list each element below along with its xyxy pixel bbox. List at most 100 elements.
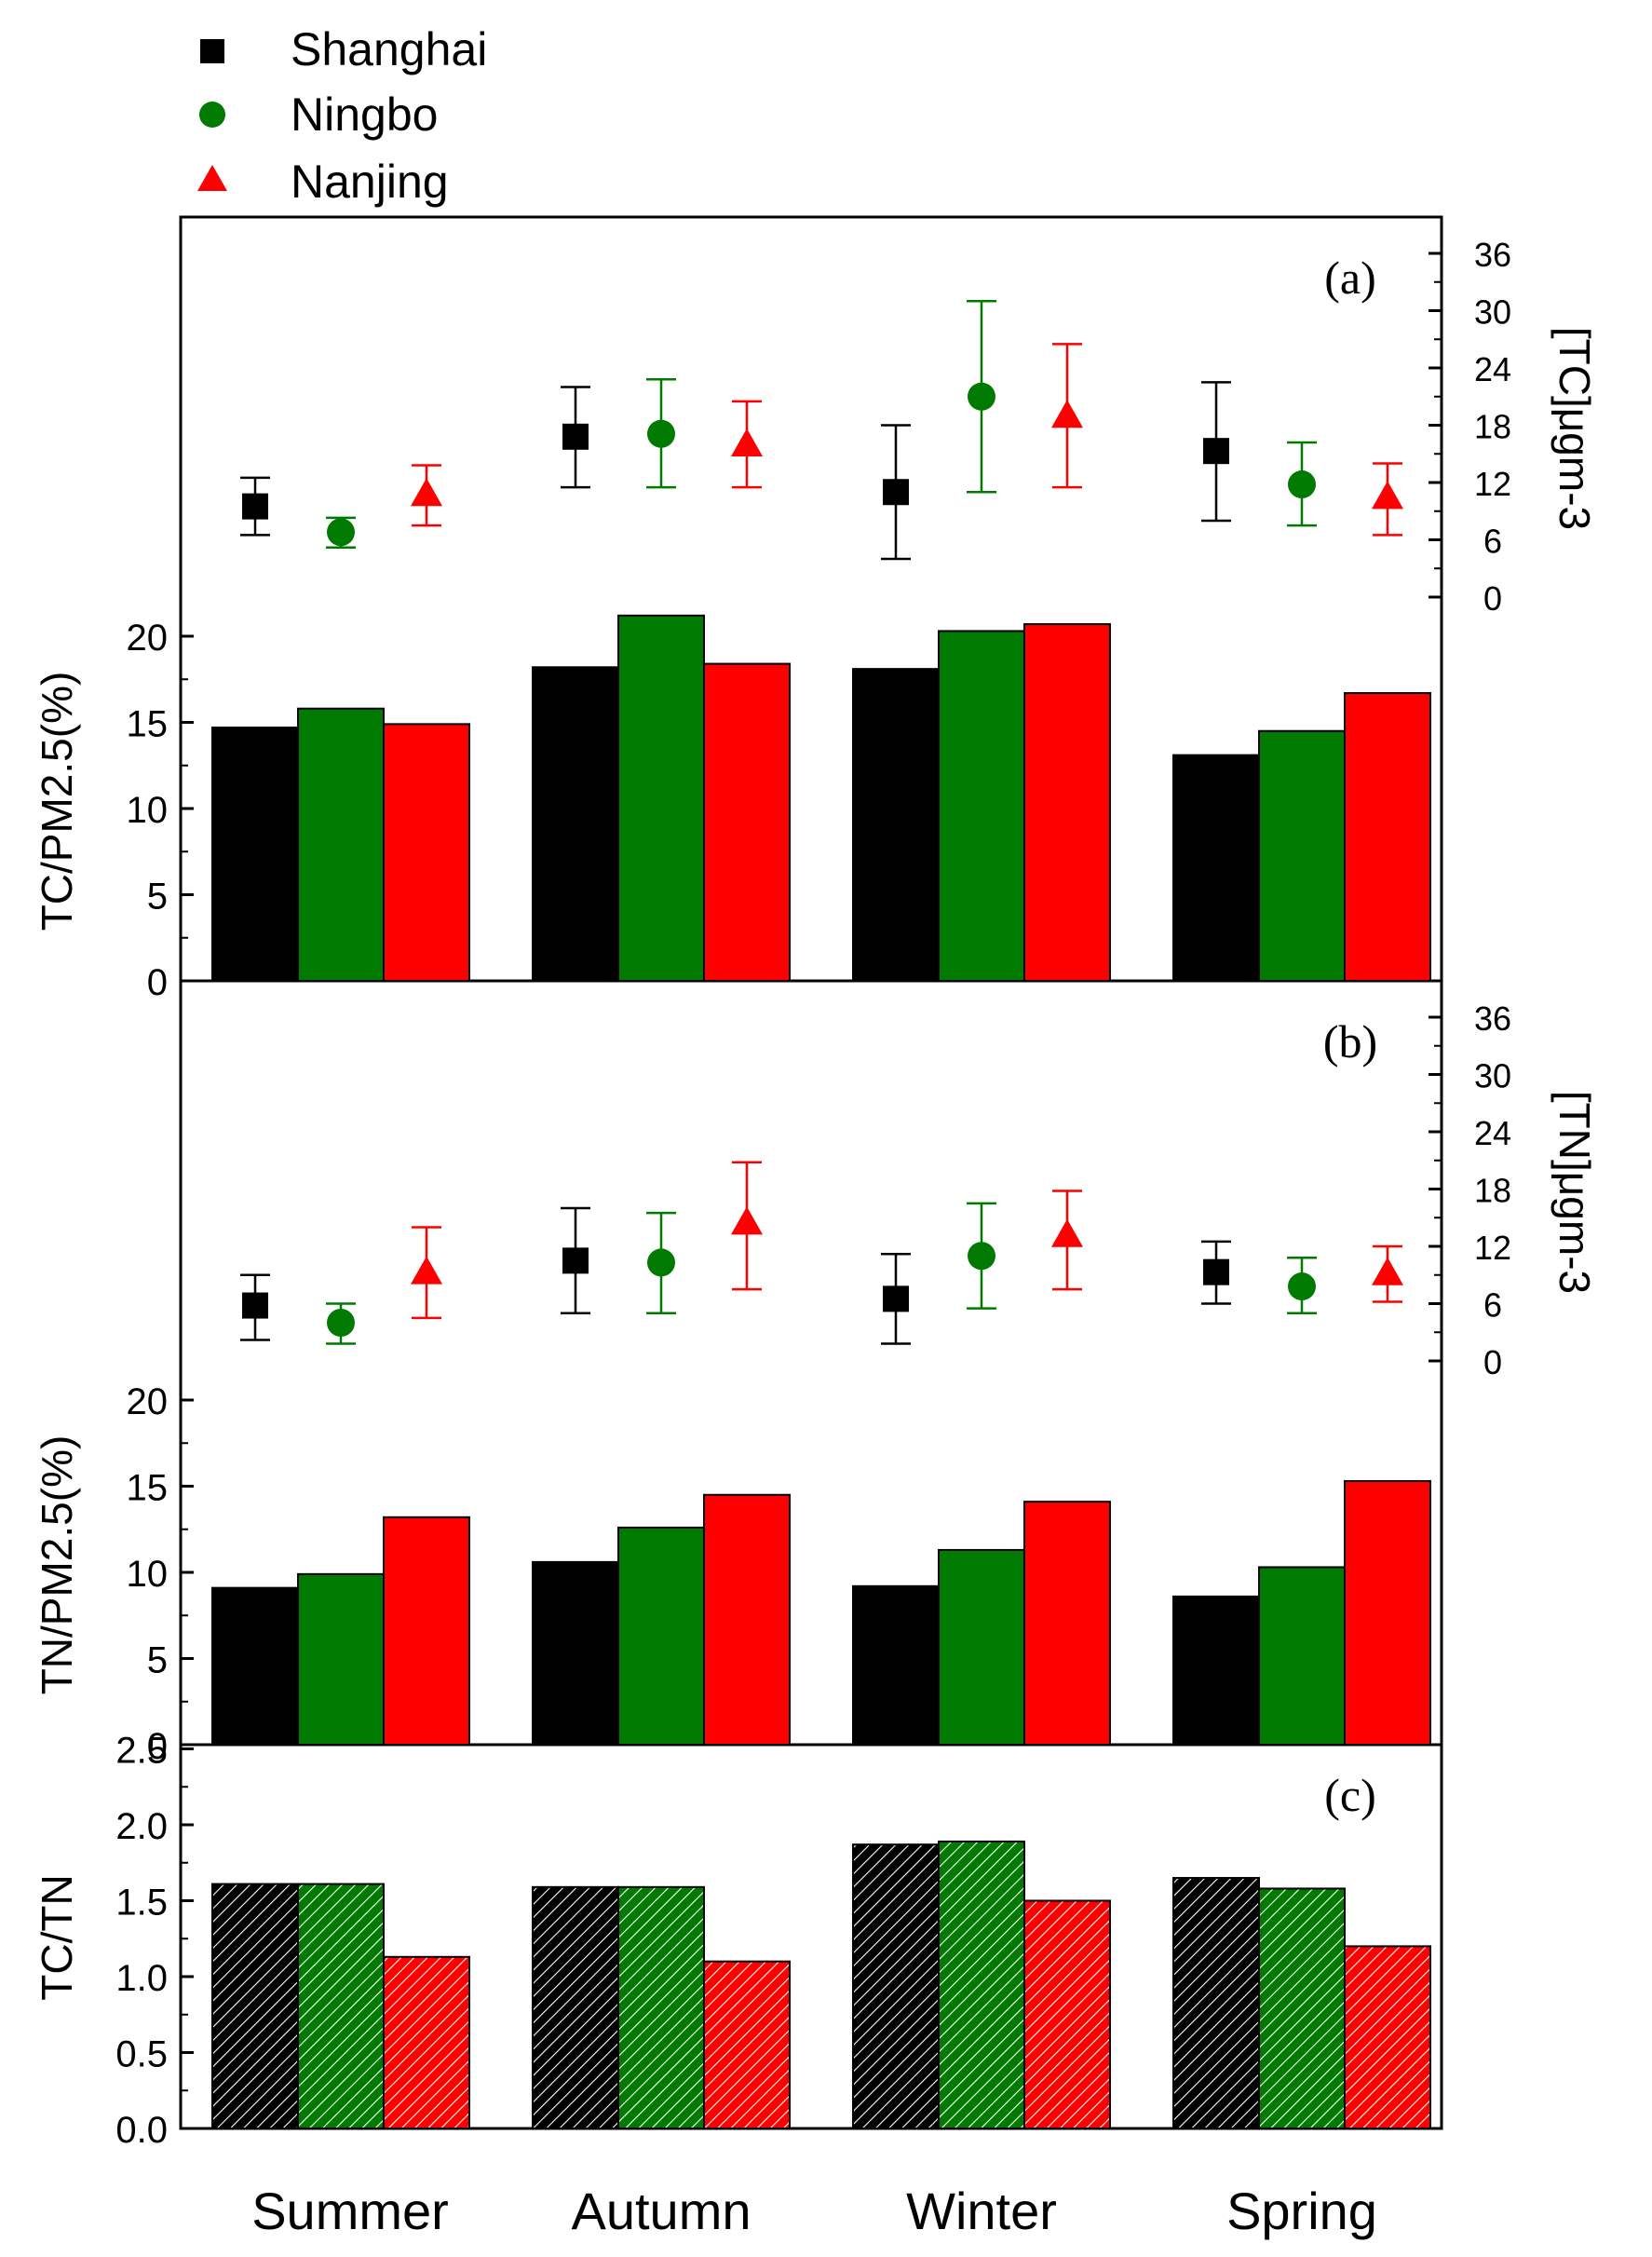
ytick-label-right-b: 30 xyxy=(1474,1057,1511,1095)
point-a-shanghai-spring xyxy=(1203,438,1229,465)
point-a-nanjing-winter xyxy=(1051,400,1083,428)
point-a-ningbo-winter xyxy=(968,382,995,411)
point-a-shanghai-winter xyxy=(883,479,909,506)
ytick-label-left-c: 0.5 xyxy=(115,2034,168,2075)
ytick-label-right-a: 36 xyxy=(1474,236,1511,274)
panel-b-points xyxy=(240,1161,1403,1345)
bar-c-shanghai-summer xyxy=(211,1883,299,2129)
panel-a-right-axis: 0 6 12 18 24 30 36 xyxy=(1429,236,1511,618)
bar-b-nanjing-winter xyxy=(1023,1501,1111,1747)
bar-c-nanjing-spring xyxy=(1344,1945,1431,2129)
point-b-nanjing-autumn xyxy=(731,1206,763,1235)
category-label-spring: Spring xyxy=(1226,2182,1377,2240)
panel-b-left-axis: 0 5 10 15 20 xyxy=(127,1381,194,1767)
ytick-label-right-a: 18 xyxy=(1474,408,1511,446)
panel-a-left-axis: 0 5 10 15 20 xyxy=(127,618,194,1003)
bar-c-nanjing-winter xyxy=(1023,1899,1111,2129)
ytick-label-left-b: 0 xyxy=(147,1726,168,1767)
category-label-summer: Summer xyxy=(251,2182,449,2240)
bar-a-shanghai-summer xyxy=(211,727,299,982)
bar-a-nanjing-spring xyxy=(1344,692,1431,982)
point-a-ningbo-autumn xyxy=(647,419,675,448)
panel-c-left-axis: 0.0 0.5 1.0 1.5 2.0 2.5 xyxy=(115,1731,194,2151)
ytick-label-left-b: 10 xyxy=(127,1554,169,1595)
point-b-shanghai-winter xyxy=(883,1285,909,1312)
point-a-shanghai-summer xyxy=(242,493,268,520)
bar-a-nanjing-autumn xyxy=(703,662,791,982)
bar-b-ningbo-spring xyxy=(1258,1566,1346,1746)
ytick-label-left-b: 20 xyxy=(127,1381,169,1422)
legend-label-nanjing: Nanjing xyxy=(291,156,449,208)
panel-a-points xyxy=(240,300,1403,561)
ytick-label-right-b: 12 xyxy=(1474,1229,1511,1267)
ytick-label-left-c: 2.0 xyxy=(115,1806,168,1847)
panel-b: 0 5 10 15 20 0 6 12 18 24 30 36 (b) TN/PM2.5(%) [T… xyxy=(33,999,1599,1767)
point-b-ningbo-spring xyxy=(1288,1272,1316,1301)
panel-b-bars xyxy=(211,1479,1431,1747)
bar-a-nanjing-winter xyxy=(1023,623,1111,982)
legend-marker-ningbo xyxy=(199,102,225,128)
bar-b-ningbo-summer xyxy=(297,1572,385,1746)
ytick-label-left-a: 10 xyxy=(127,790,169,831)
bar-b-nanjing-summer xyxy=(383,1516,470,1747)
bar-c-shanghai-autumn xyxy=(532,1885,619,2129)
panel-b-ylabel: TN/PM2.5(%) xyxy=(33,1435,81,1695)
bar-b-shanghai-spring xyxy=(1172,1595,1260,1747)
ytick-label-left-a: 20 xyxy=(127,618,169,659)
bar-b-ningbo-winter xyxy=(938,1548,1025,1746)
bar-a-shanghai-winter xyxy=(852,668,940,983)
panel-a-ylabel: TC/PM2.5(%) xyxy=(33,672,81,931)
bar-c-ningbo-autumn xyxy=(617,1885,705,2129)
legend-marker-shanghai xyxy=(200,39,224,63)
legend-label-ningbo: Ningbo xyxy=(291,88,438,141)
point-a-ningbo-spring xyxy=(1288,470,1316,499)
ytick-label-left-c: 1.5 xyxy=(115,1883,168,1924)
ytick-label-left-c: 0.0 xyxy=(115,2110,168,2151)
bar-b-nanjing-autumn xyxy=(703,1493,791,1746)
bar-c-nanjing-summer xyxy=(383,1955,470,2130)
ytick-label-right-b: 36 xyxy=(1474,999,1511,1038)
point-b-ningbo-summer xyxy=(327,1309,355,1337)
bar-c-ningbo-summer xyxy=(297,1883,385,2129)
bar-a-ningbo-summer xyxy=(297,707,385,982)
panel-b-ylabel-right: [TN]μgm-3 xyxy=(1550,1091,1599,1294)
ytick-label-right-b: 0 xyxy=(1483,1343,1502,1381)
panel-c-ylabel: TC/TN xyxy=(33,1874,81,2000)
panel-a: 0 5 10 15 20 0 6 12 18 24 30 36 (a) TC/PM2.5(%) [T… xyxy=(33,236,1599,1003)
ytick-label-right-a: 12 xyxy=(1474,465,1511,503)
point-b-nanjing-winter xyxy=(1051,1218,1083,1247)
ytick-label-left-c: 1.0 xyxy=(115,1958,168,1999)
ytick-label-left-a: 15 xyxy=(127,704,169,745)
point-b-nanjing-summer xyxy=(411,1256,442,1285)
point-b-nanjing-spring xyxy=(1372,1257,1403,1285)
ytick-label-right-a: 24 xyxy=(1474,350,1511,388)
panel-b-right-axis: 0 6 12 18 24 30 36 xyxy=(1429,999,1511,1381)
bar-b-nanjing-spring xyxy=(1344,1479,1431,1746)
ytick-label-left-c: 2.5 xyxy=(115,1731,168,1772)
point-a-shanghai-autumn xyxy=(562,423,589,450)
ytick-label-right-a: 6 xyxy=(1483,523,1502,561)
point-a-nanjing-autumn xyxy=(731,428,763,456)
bar-b-ningbo-autumn xyxy=(617,1526,705,1747)
point-b-shanghai-autumn xyxy=(562,1247,589,1274)
category-label-winter: Winter xyxy=(906,2182,1057,2240)
ytick-label-left-a: 0 xyxy=(147,962,168,1003)
panel-c-bars xyxy=(211,1840,1431,2130)
x-axis-categories: Summer Autumn Winter Spring xyxy=(251,2182,1377,2240)
bar-a-ningbo-autumn xyxy=(617,614,705,982)
panel-c-tag: (c) xyxy=(1324,1769,1376,1821)
point-a-ningbo-summer xyxy=(327,518,355,547)
point-a-nanjing-spring xyxy=(1372,481,1403,510)
bar-b-shanghai-summer xyxy=(211,1586,299,1747)
ytick-label-left-b: 5 xyxy=(147,1640,168,1681)
bar-c-ningbo-winter xyxy=(938,1840,1025,2130)
bar-a-ningbo-spring xyxy=(1258,729,1346,982)
panel-a-tag: (a) xyxy=(1324,252,1376,304)
panel-c: 0.0 0.5 1.0 1.5 2.0 2.5 (c) TC/TN xyxy=(33,1731,1431,2151)
bar-a-ningbo-winter xyxy=(938,630,1025,982)
ytick-label-right-b: 24 xyxy=(1474,1114,1511,1152)
panel-a-bars xyxy=(211,614,1431,983)
legend-label-shanghai: Shanghai xyxy=(291,23,487,75)
point-b-shanghai-spring xyxy=(1203,1258,1229,1285)
